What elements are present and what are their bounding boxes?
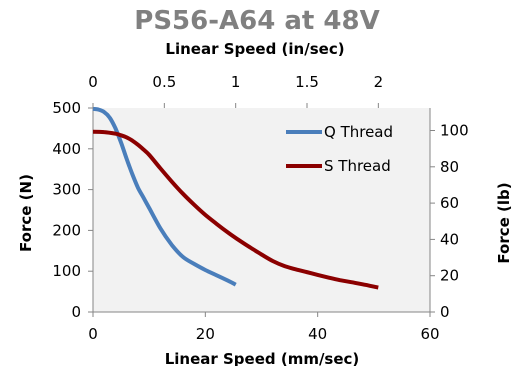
x-top-tick-label: 1.5	[295, 73, 319, 91]
y-left-tick-label: 500	[52, 99, 81, 117]
y-right-tick-label: 60	[440, 194, 459, 212]
legend-label-s-thread: S Thread	[324, 157, 391, 175]
series-layer	[92, 106, 379, 290]
y-right-tick-label: 20	[440, 267, 459, 285]
series-line-q-thread	[92, 106, 237, 287]
x-top-tick-label: 0.5	[152, 73, 176, 91]
x-bottom-tick-label: 40	[308, 325, 327, 343]
y-left-tick-label: 300	[52, 181, 81, 199]
legend-label-q-thread: Q Thread	[324, 123, 393, 141]
x-top-tick-label: 2	[374, 73, 384, 91]
y-left-tick-label: 200	[52, 221, 81, 239]
x-bottom-tick-label: 60	[420, 325, 439, 343]
y-right-tick-label: 80	[440, 158, 459, 176]
legend: Q Thread S Thread	[286, 123, 393, 175]
y-right-tick-label: 0	[440, 303, 450, 321]
chart-title: PS56-A64 at 48V	[134, 6, 379, 36]
x-top-axis-title: Linear Speed (in/sec)	[165, 40, 344, 58]
y-right-axis-title: Force (lb)	[495, 182, 513, 263]
y-left-tick-label: 100	[52, 262, 81, 280]
y-left-tick-label: 0	[71, 303, 81, 321]
series-line-s-thread	[92, 129, 379, 290]
y-right-tick-label: 100	[440, 122, 469, 140]
x-bottom-tick-label: 20	[196, 325, 215, 343]
x-top-tick-label: 1	[231, 73, 241, 91]
x-bottom-axis-title: Linear Speed (mm/sec)	[165, 350, 360, 366]
x-bottom-tick-label: 0	[88, 325, 98, 343]
y-left-axis-title: Force (N)	[17, 174, 35, 252]
x-top-tick-label: 0	[88, 73, 98, 91]
y-right-tick-label: 40	[440, 230, 459, 248]
y-left-tick-label: 400	[52, 140, 81, 158]
